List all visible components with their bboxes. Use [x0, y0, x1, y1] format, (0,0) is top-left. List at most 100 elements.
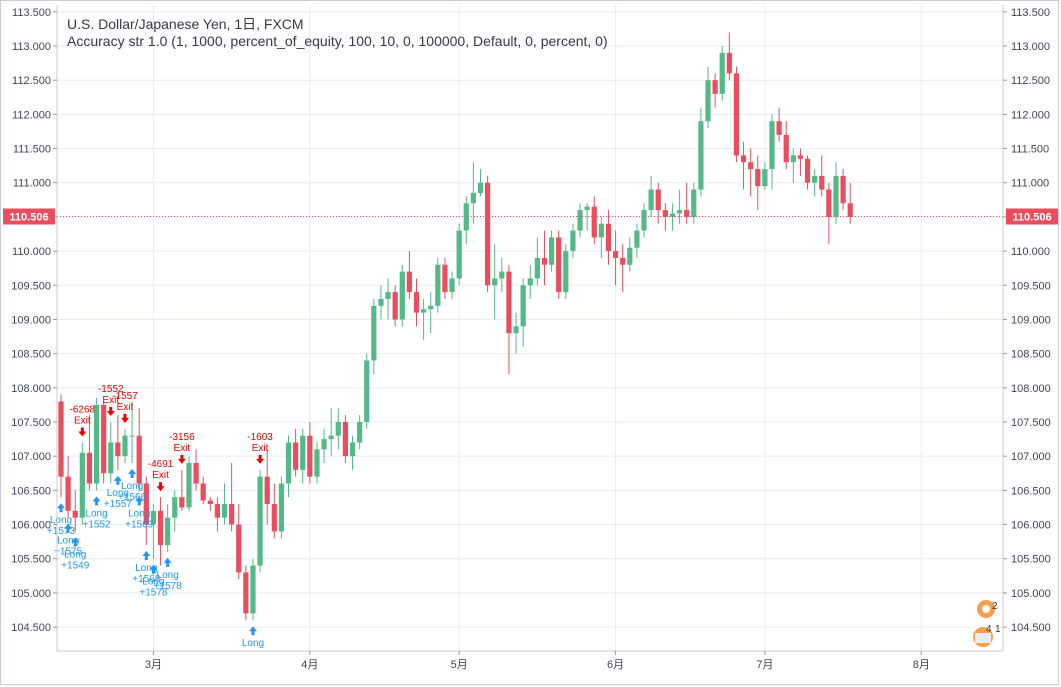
- long-signal-label: +1557: [104, 499, 133, 510]
- candle-body: [335, 421, 341, 436]
- long-arrow-icon: [57, 503, 65, 513]
- candle-body: [769, 121, 775, 170]
- candle-body: [541, 257, 548, 265]
- candle-body: [833, 175, 839, 217]
- exit-signal-label: -1603: [247, 432, 273, 443]
- candle-body: [136, 435, 142, 484]
- long-signal-label: Long: [121, 481, 143, 492]
- y-tick-label-right: 107.500: [1011, 417, 1051, 429]
- long-signal-label: Long: [64, 549, 86, 560]
- y-tick-label-left: 107.000: [11, 451, 51, 463]
- candle-body: [449, 278, 455, 293]
- y-tick-label-left: 107.500: [11, 417, 51, 429]
- long-signal-label: +1573: [47, 526, 76, 537]
- y-tick-label-left: 110.000: [12, 246, 51, 258]
- candle-body: [698, 121, 704, 190]
- candle-body: [413, 292, 420, 313]
- study-legend[interactable]: Accuracy str 1.0 (1, 1000, percent_of_eq…: [67, 33, 608, 49]
- long-arrow-icon: [135, 496, 144, 506]
- candle-body: [143, 483, 149, 525]
- long-signal-label: Long: [50, 515, 72, 526]
- candle-body: [669, 213, 676, 217]
- y-tick-label-left: 106.000: [11, 520, 51, 532]
- candle-body: [740, 155, 747, 163]
- exit-arrow-icon: [78, 427, 87, 437]
- y-tick-label-right: 106.000: [1011, 520, 1051, 532]
- exit-arrow-icon: [106, 406, 115, 416]
- x-tick-label: 8月: [913, 659, 930, 671]
- long-arrow-icon: [71, 537, 80, 547]
- long-signal-label: +1549: [61, 560, 90, 571]
- candle-body: [548, 237, 555, 265]
- candle-body: [250, 565, 256, 614]
- candle-body: [442, 264, 448, 293]
- y-tick-label-right: 109.500: [1011, 280, 1051, 292]
- candle-body: [612, 251, 619, 258]
- candle-body: [378, 298, 384, 306]
- y-tick-label-left: 111.500: [13, 144, 51, 156]
- candle-body: [492, 278, 498, 286]
- candle-body: [172, 497, 178, 518]
- exit-signal-label: Exit: [74, 416, 91, 427]
- candle-body: [783, 134, 789, 163]
- candle-body: [847, 203, 853, 217]
- candle-body: [193, 463, 199, 484]
- candle-body: [179, 497, 185, 508]
- chart-badges: 2 4 1: [973, 600, 1001, 647]
- candle-body: [72, 510, 78, 518]
- exit-signal-label: -6268: [70, 405, 96, 416]
- long-signal-label: +1566: [118, 492, 147, 503]
- candle-body: [506, 271, 512, 334]
- candle-body: [115, 442, 121, 457]
- candle-body: [605, 223, 612, 252]
- y-tick-label-right: 105.000: [1011, 588, 1051, 600]
- candle-body: [620, 257, 626, 265]
- long-signal-label: Long: [128, 508, 150, 519]
- event-badge-dot-icon: [982, 605, 990, 613]
- candle-body: [371, 305, 377, 361]
- exit-arrow-icon: [120, 413, 129, 423]
- candle-body: [513, 326, 519, 334]
- candle-body: [684, 210, 690, 217]
- long-arrow-icon: [149, 564, 158, 574]
- y-tick-label-right: 109.000: [1011, 314, 1051, 326]
- x-tick-label: 6月: [607, 659, 624, 671]
- candle-body: [477, 182, 484, 193]
- exit-signal-label: -4691: [148, 459, 174, 470]
- candle-body: [570, 230, 576, 252]
- long-signal-label: Long: [135, 563, 157, 574]
- y-tick-label-left: 109.000: [11, 314, 51, 326]
- candle-body: [627, 247, 633, 265]
- candle-body: [556, 237, 562, 293]
- candle-body: [236, 524, 242, 573]
- y-tick-label-right: 108.500: [1011, 349, 1051, 361]
- y-tick-label-right: 111.000: [1011, 178, 1049, 190]
- long-arrow-icon: [163, 557, 172, 567]
- candle-body: [278, 483, 285, 532]
- x-tick-label: 7月: [756, 659, 773, 671]
- candle-body: [705, 80, 711, 122]
- candle-body: [207, 500, 213, 505]
- candle-body: [421, 309, 427, 313]
- exit-signal-label: Exit: [152, 470, 169, 481]
- long-signal-label: +1569: [125, 519, 154, 530]
- candle-body: [840, 175, 846, 204]
- candle-body: [122, 435, 128, 457]
- last-price-label-left: 110.506: [9, 212, 48, 224]
- y-tick-label-right: 111.500: [1011, 144, 1049, 156]
- y-tick-label-right: 106.500: [1011, 485, 1051, 497]
- candle-body: [655, 189, 661, 211]
- candle-body: [776, 121, 782, 135]
- candle-body: [826, 189, 832, 217]
- symbol-legend-title[interactable]: U.S. Dollar/Japanese Yen, 1日, FXCM: [67, 16, 304, 32]
- candle-body: [392, 292, 398, 320]
- candle-body: [307, 435, 313, 477]
- y-tick-label-left: 113.000: [12, 41, 51, 53]
- candle-body: [285, 442, 292, 484]
- candle-body: [591, 206, 597, 238]
- candle-body: [641, 210, 647, 231]
- us-flag-icon: [975, 633, 991, 643]
- candle-body: [819, 175, 825, 190]
